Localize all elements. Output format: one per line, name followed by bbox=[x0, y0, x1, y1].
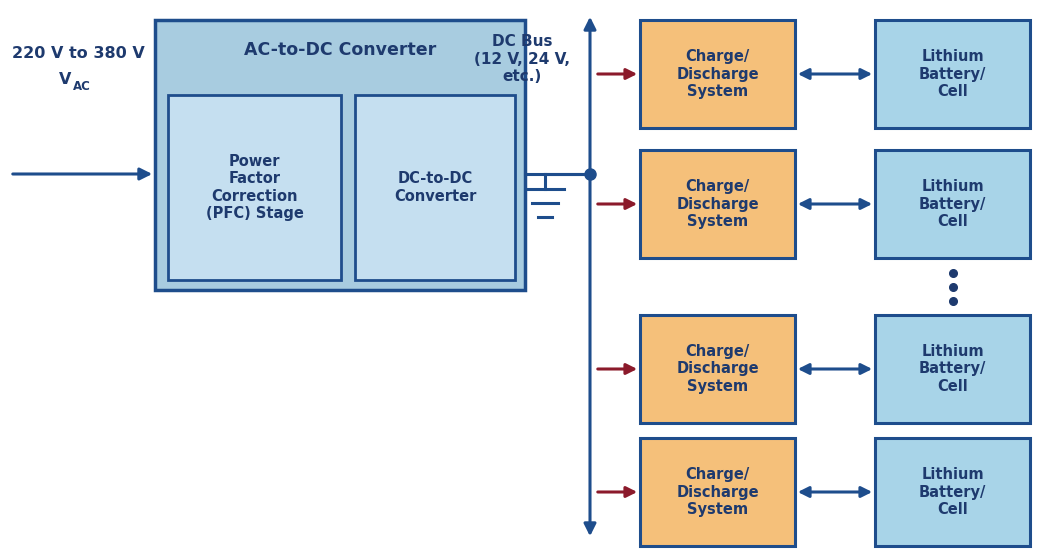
Bar bbox=[640, 438, 795, 546]
Text: Power
Factor
Correction
(PFC) Stage: Power Factor Correction (PFC) Stage bbox=[205, 154, 303, 221]
Bar bbox=[155, 20, 525, 290]
Text: DC Bus
(12 V, 24 V,
etc.): DC Bus (12 V, 24 V, etc.) bbox=[474, 34, 570, 84]
Bar bbox=[355, 95, 515, 280]
Bar bbox=[640, 20, 795, 128]
Text: Lithium
Battery/
Cell: Lithium Battery/ Cell bbox=[919, 179, 987, 229]
Text: Charge/
Discharge
System: Charge/ Discharge System bbox=[676, 467, 759, 517]
Bar bbox=[875, 315, 1030, 423]
Text: AC: AC bbox=[73, 80, 91, 93]
Bar bbox=[640, 315, 795, 423]
Text: DC-to-DC
Converter: DC-to-DC Converter bbox=[394, 171, 476, 204]
Text: Lithium
Battery/
Cell: Lithium Battery/ Cell bbox=[919, 49, 987, 99]
Text: 220 V to 380 V: 220 V to 380 V bbox=[12, 47, 144, 61]
Text: Lithium
Battery/
Cell: Lithium Battery/ Cell bbox=[919, 344, 987, 394]
Text: Lithium
Battery/
Cell: Lithium Battery/ Cell bbox=[919, 467, 987, 517]
Text: AC-to-DC Converter: AC-to-DC Converter bbox=[244, 41, 436, 59]
Text: Charge/
Discharge
System: Charge/ Discharge System bbox=[676, 49, 759, 99]
Text: Charge/
Discharge
System: Charge/ Discharge System bbox=[676, 344, 759, 394]
Bar bbox=[875, 20, 1030, 128]
Bar bbox=[640, 150, 795, 258]
Bar bbox=[875, 150, 1030, 258]
Text: V: V bbox=[59, 73, 72, 88]
Text: Charge/
Discharge
System: Charge/ Discharge System bbox=[676, 179, 759, 229]
Bar bbox=[168, 95, 341, 280]
Bar bbox=[875, 438, 1030, 546]
